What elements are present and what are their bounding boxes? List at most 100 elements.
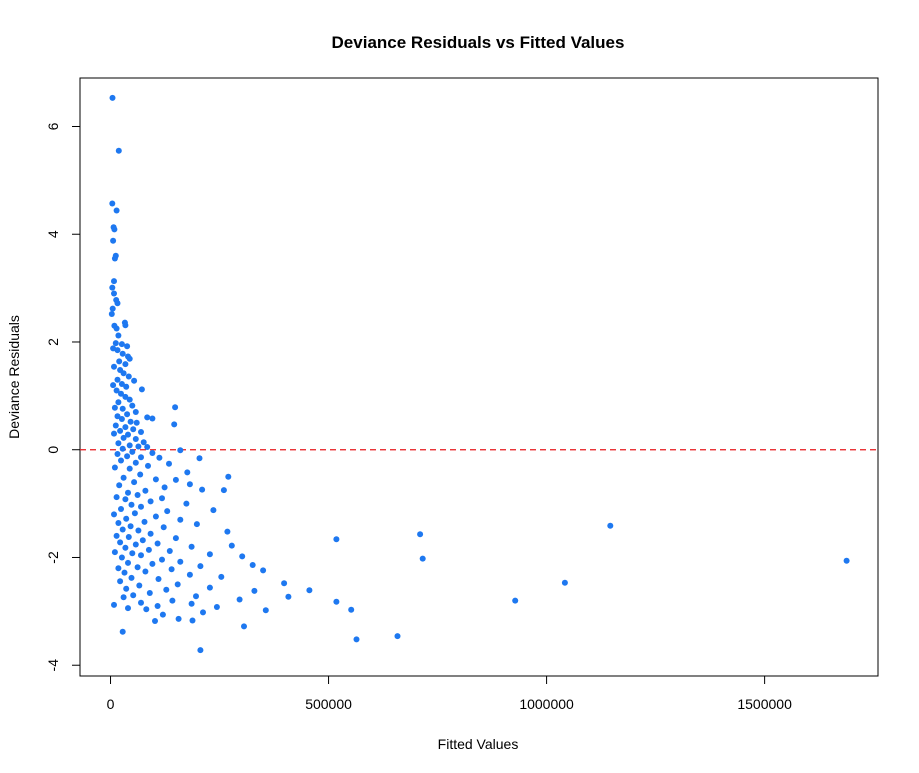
data-point [172,535,179,542]
data-point [118,341,125,348]
data-point [115,520,122,526]
data-point [122,322,129,329]
data-point [120,370,127,377]
data-point [164,508,171,515]
data-point [262,607,269,614]
data-point [177,447,184,454]
data-point [128,501,135,508]
data-point [117,539,124,546]
data-point [114,300,121,307]
data-point [111,430,117,437]
data-point [144,444,151,450]
data-point [117,578,124,585]
data-point [120,434,127,441]
data-point [142,568,149,575]
data-point [843,557,850,564]
data-point [183,500,190,507]
data-point [154,540,161,547]
data-point [123,515,130,522]
data-point [135,527,142,534]
data-point [123,585,130,592]
y-tick-label: 4 [45,230,61,238]
data-point [188,543,195,550]
data-point [123,383,130,390]
data-point [132,409,139,415]
data-point [135,443,142,450]
data-point [125,534,132,540]
data-point [137,471,144,478]
data-point [206,551,213,558]
data-point [127,523,134,530]
data-point [124,411,131,418]
data-point [129,402,136,409]
data-point [177,558,184,565]
data-point [241,623,247,630]
data-point [200,609,206,616]
data-point [113,325,120,332]
data-point [127,418,134,425]
x-tick-label: 500000 [305,696,352,712]
data-point [159,611,166,618]
data-point [117,427,124,434]
data-point [143,606,150,613]
data-point [285,593,292,600]
data-point [142,487,149,494]
data-point [306,587,313,594]
data-point [129,550,136,557]
data-point [172,476,179,483]
data-point [114,451,121,457]
data-point [125,431,131,438]
data-point [109,94,116,101]
data-point [149,415,156,422]
data-point [124,453,131,460]
data-point [111,404,118,411]
data-point [119,628,126,635]
data-point [394,633,401,640]
data-point [116,482,123,489]
x-axis-title: Fitted Values [438,736,519,752]
data-point [145,462,151,469]
data-point [119,526,126,533]
data-point [156,454,163,461]
data-point [115,147,122,154]
data-point [138,386,145,393]
data-point [121,569,128,576]
data-point [122,361,129,368]
data-point [124,343,131,350]
data-point [281,580,288,587]
data-point [132,459,139,466]
data-point [168,566,175,573]
data-point [166,460,172,467]
y-tick-label: -4 [45,659,61,672]
data-point [130,426,137,433]
data-point [113,532,120,539]
y-axis: -4 -2 0 2 4 6 [45,122,81,672]
data-point [189,617,196,624]
data-point [115,440,122,447]
data-point [118,416,125,422]
data-point [149,560,156,567]
data-point [155,576,162,582]
data-point [118,554,125,561]
data-point [111,511,117,518]
x-tick-label: 1500000 [737,696,792,712]
data-point [118,506,124,512]
data-point [133,419,140,426]
data-point [224,528,231,535]
data-point [160,524,167,531]
data-point [141,518,148,525]
data-point [193,521,200,528]
data-point [166,548,173,554]
data-point [132,541,139,548]
x-tick-label: 1000000 [519,696,574,712]
data-point [115,399,122,406]
plot-frame [79,77,879,677]
data-point [174,581,181,588]
data-point [129,448,136,455]
data-point [333,598,340,605]
data-point [196,455,203,462]
data-point [111,549,118,556]
data-point [126,396,133,403]
data-point [188,600,195,607]
